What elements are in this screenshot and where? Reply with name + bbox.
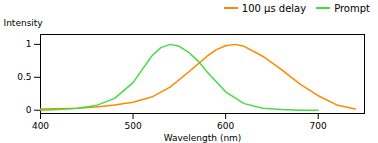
svg-text:700: 700	[310, 121, 327, 131]
svg-text:0.5: 0.5	[17, 72, 31, 82]
svg-text:500: 500	[124, 121, 141, 131]
svg-text:400: 400	[32, 121, 49, 131]
svg-text:Intensity: Intensity	[4, 18, 44, 28]
svg-text:600: 600	[217, 121, 234, 131]
svg-text:0: 0	[26, 105, 32, 115]
html-text:Prompt: Prompt	[334, 2, 370, 14]
svg-text:Wavelength (nm): Wavelength (nm)	[164, 133, 242, 143]
svg-text:1: 1	[26, 39, 32, 49]
html-text:100 μs delay: 100 μs delay	[241, 2, 307, 14]
